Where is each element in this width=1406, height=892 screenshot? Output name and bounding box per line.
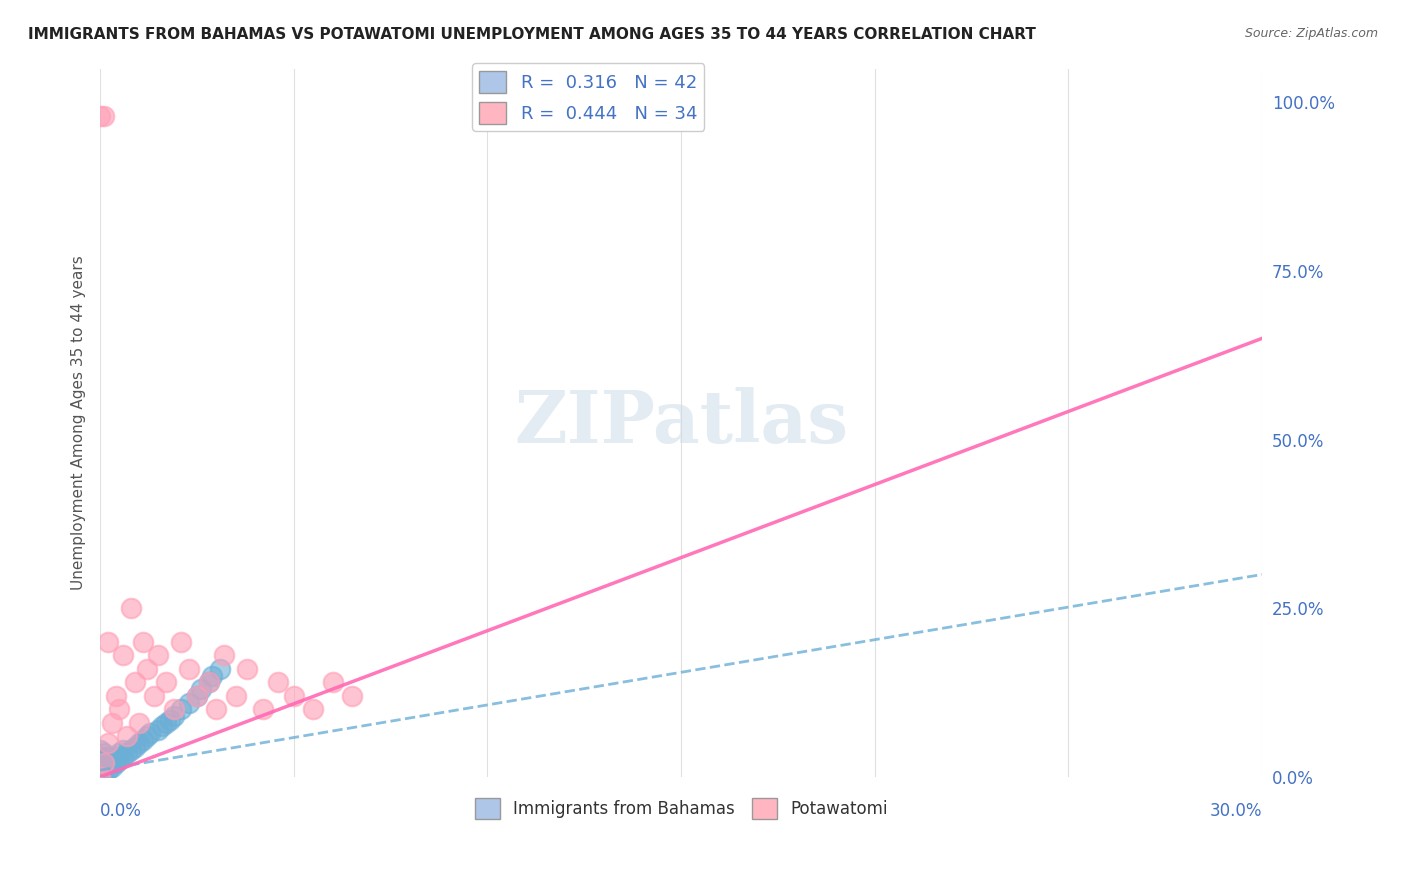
Point <box>155 675 177 690</box>
Point <box>139 726 162 740</box>
Point <box>104 689 127 703</box>
Point <box>108 753 131 767</box>
Text: 30.0%: 30.0% <box>1209 802 1263 820</box>
Point <box>128 715 150 730</box>
Point <box>236 662 259 676</box>
Point <box>93 760 115 774</box>
Text: ZIPatlas: ZIPatlas <box>515 387 848 458</box>
Text: IMMIGRANTS FROM BAHAMAS VS POTAWATOMI UNEMPLOYMENT AMONG AGES 35 TO 44 YEARS COR: IMMIGRANTS FROM BAHAMAS VS POTAWATOMI UN… <box>28 27 1036 42</box>
Point <box>112 648 135 663</box>
Point <box>104 756 127 771</box>
Point <box>197 675 219 690</box>
Point <box>186 689 208 703</box>
Point <box>115 730 138 744</box>
Point <box>108 702 131 716</box>
Point <box>179 696 201 710</box>
Point <box>89 743 111 757</box>
Point <box>209 662 232 676</box>
Point <box>283 689 305 703</box>
Point <box>205 702 228 716</box>
Point <box>97 756 120 771</box>
Point <box>267 675 290 690</box>
Point <box>155 715 177 730</box>
Point <box>190 682 212 697</box>
Point <box>100 760 122 774</box>
Text: Source: ZipAtlas.com: Source: ZipAtlas.com <box>1244 27 1378 40</box>
Point <box>212 648 235 663</box>
Point <box>179 662 201 676</box>
Point <box>120 743 142 757</box>
Point <box>225 689 247 703</box>
Y-axis label: Unemployment Among Ages 35 to 44 years: Unemployment Among Ages 35 to 44 years <box>72 255 86 591</box>
Point <box>89 109 111 123</box>
Point <box>97 736 120 750</box>
Point <box>132 635 155 649</box>
Point <box>89 770 111 784</box>
Point <box>148 648 170 663</box>
Point <box>124 675 146 690</box>
Point <box>252 702 274 716</box>
Point <box>135 730 157 744</box>
Point <box>124 739 146 754</box>
Point <box>170 702 193 716</box>
Point <box>93 766 115 780</box>
Point <box>159 713 181 727</box>
Point <box>89 763 111 777</box>
Point <box>302 702 325 716</box>
Point <box>89 749 111 764</box>
Text: 0.0%: 0.0% <box>100 802 142 820</box>
Point <box>104 749 127 764</box>
Point <box>132 732 155 747</box>
Point <box>97 763 120 777</box>
Point <box>89 756 111 771</box>
Point <box>186 689 208 703</box>
Point <box>150 719 173 733</box>
Point <box>170 635 193 649</box>
Point <box>201 668 224 682</box>
Point <box>120 601 142 615</box>
Point <box>148 723 170 737</box>
Point <box>89 753 111 767</box>
Point <box>197 675 219 690</box>
Point <box>340 689 363 703</box>
Point <box>143 689 166 703</box>
Point <box>108 746 131 760</box>
Point <box>89 760 111 774</box>
Point <box>100 715 122 730</box>
Point <box>112 743 135 757</box>
Point <box>163 702 186 716</box>
Point <box>89 766 111 780</box>
Point <box>135 662 157 676</box>
Legend: Immigrants from Bahamas, Potawatomi: Immigrants from Bahamas, Potawatomi <box>468 791 894 825</box>
Point <box>112 749 135 764</box>
Point <box>93 746 115 760</box>
Point <box>89 770 111 784</box>
Point <box>97 749 120 764</box>
Point <box>93 109 115 123</box>
Point <box>321 675 343 690</box>
Point <box>93 756 115 771</box>
Point <box>163 709 186 723</box>
Point <box>128 736 150 750</box>
Point <box>97 635 120 649</box>
Point <box>100 753 122 767</box>
Point <box>93 753 115 767</box>
Point <box>115 746 138 760</box>
